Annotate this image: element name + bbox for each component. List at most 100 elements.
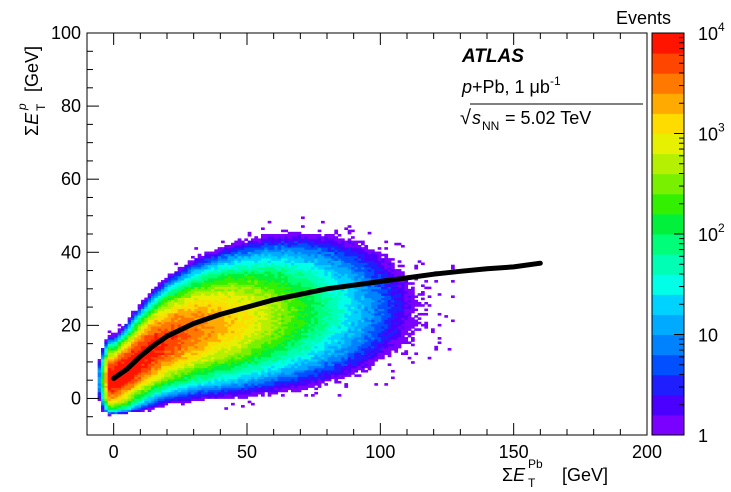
heatmap-cell (324, 301, 329, 305)
heatmap-cell (301, 312, 305, 316)
heatmap-cell (314, 315, 319, 318)
heatmap-cell (331, 374, 335, 377)
heatmap-cell (251, 247, 255, 250)
heatmap-cell (334, 258, 339, 261)
heatmap-cell (197, 299, 202, 303)
heatmap-cell (234, 266, 239, 270)
heatmap-cell (277, 369, 282, 373)
heatmap-cell (151, 363, 155, 366)
heatmap-cell (234, 315, 239, 318)
heatmap-cell (284, 374, 289, 377)
heatmap-cell (294, 385, 299, 388)
heatmap-cell (337, 304, 342, 307)
heatmap-cell (341, 260, 345, 263)
heatmap-cell (271, 345, 275, 349)
heatmap-cell (121, 409, 125, 413)
heatmap-cell (307, 345, 312, 349)
heatmap-cell (334, 312, 339, 316)
heatmap-cell (274, 330, 279, 334)
heatmap-cell (301, 343, 305, 347)
heatmap-cell (254, 376, 259, 380)
heatmap-cell (277, 356, 282, 360)
heatmap-cell (311, 247, 315, 250)
heatmap-cell (207, 387, 212, 391)
heatmap-cell (251, 387, 255, 391)
heatmap-cell (354, 369, 359, 373)
heatmap-cell (134, 326, 139, 329)
heatmap-cell (177, 334, 182, 338)
heatmap-cell (221, 297, 225, 301)
heatmap-cell (277, 372, 282, 375)
heatmap-cell (154, 334, 159, 338)
heatmap-cell (294, 374, 299, 377)
heatmap-cell (344, 280, 349, 283)
heatmap-cell (181, 291, 185, 294)
heatmap-cell (231, 258, 235, 261)
heatmap-cell (161, 365, 165, 369)
heatmap-cell (351, 301, 355, 305)
heatmap-cell (347, 301, 352, 305)
heatmap-cell (287, 376, 292, 380)
heatmap-cell (251, 273, 255, 277)
heatmap-cell (144, 310, 149, 314)
heatmap-cell (167, 277, 172, 281)
heatmap-cell (291, 341, 295, 345)
heatmap-cell (291, 273, 295, 277)
heatmap-cell (301, 266, 305, 270)
heatmap-cell (264, 383, 269, 386)
heatmap-cell (241, 321, 245, 325)
heatmap-cell (311, 244, 315, 248)
heatmap-cell (204, 262, 209, 266)
heatmap-cell (151, 389, 155, 393)
heatmap-cell (294, 247, 299, 250)
heatmap-cell (254, 260, 259, 263)
heatmap-cell (197, 345, 202, 349)
heatmap-cell (291, 266, 295, 270)
heatmap-cell (191, 369, 195, 373)
heatmap-cell (331, 348, 335, 351)
heatmap-cell (321, 372, 325, 375)
heatmap-cell (231, 326, 235, 329)
heatmap-cell (187, 275, 192, 279)
heatmap-cell (197, 354, 202, 358)
heatmap-cell (147, 297, 152, 301)
heatmap-cell (221, 273, 225, 277)
heatmap-cell (237, 291, 242, 294)
heatmap-cell (244, 288, 249, 292)
heatmap-cell (337, 260, 342, 263)
heatmap-cell (347, 358, 352, 362)
heatmap-cell (244, 380, 249, 384)
heatmap-cell (124, 350, 129, 353)
heatmap-cell (244, 286, 249, 290)
heatmap-cell (247, 280, 252, 283)
heatmap-cell (344, 249, 349, 252)
heatmap-cell (211, 352, 215, 355)
heatmap-cell (327, 260, 332, 263)
heatmap-cell (157, 330, 162, 334)
heatmap-cell (294, 291, 299, 294)
heatmap-cell (154, 391, 159, 395)
heatmap-cell (281, 299, 285, 303)
heatmap-cell (261, 321, 265, 325)
heatmap-cell (194, 350, 199, 353)
heatmap-cell (314, 358, 319, 362)
heatmap-cell (321, 317, 325, 320)
heatmap-cell (101, 383, 105, 386)
heatmap-cell (361, 253, 365, 257)
heatmap-cell (221, 361, 225, 364)
heatmap-cell (237, 372, 242, 375)
heatmap-cell (251, 269, 255, 272)
heatmap-cell (161, 396, 165, 399)
heatmap-cell (287, 332, 292, 336)
heatmap-cell (171, 358, 175, 362)
heatmap-cell (157, 299, 162, 303)
heatmap-cell (167, 326, 172, 329)
heatmap-cell (217, 323, 222, 327)
heatmap-cell (334, 275, 339, 279)
heatmap-cell (351, 269, 355, 272)
heatmap-cell (314, 332, 319, 336)
heatmap-cell (267, 339, 272, 342)
heatmap-cell (167, 306, 172, 309)
heatmap-cell (164, 398, 169, 402)
heatmap-cell (121, 330, 125, 334)
